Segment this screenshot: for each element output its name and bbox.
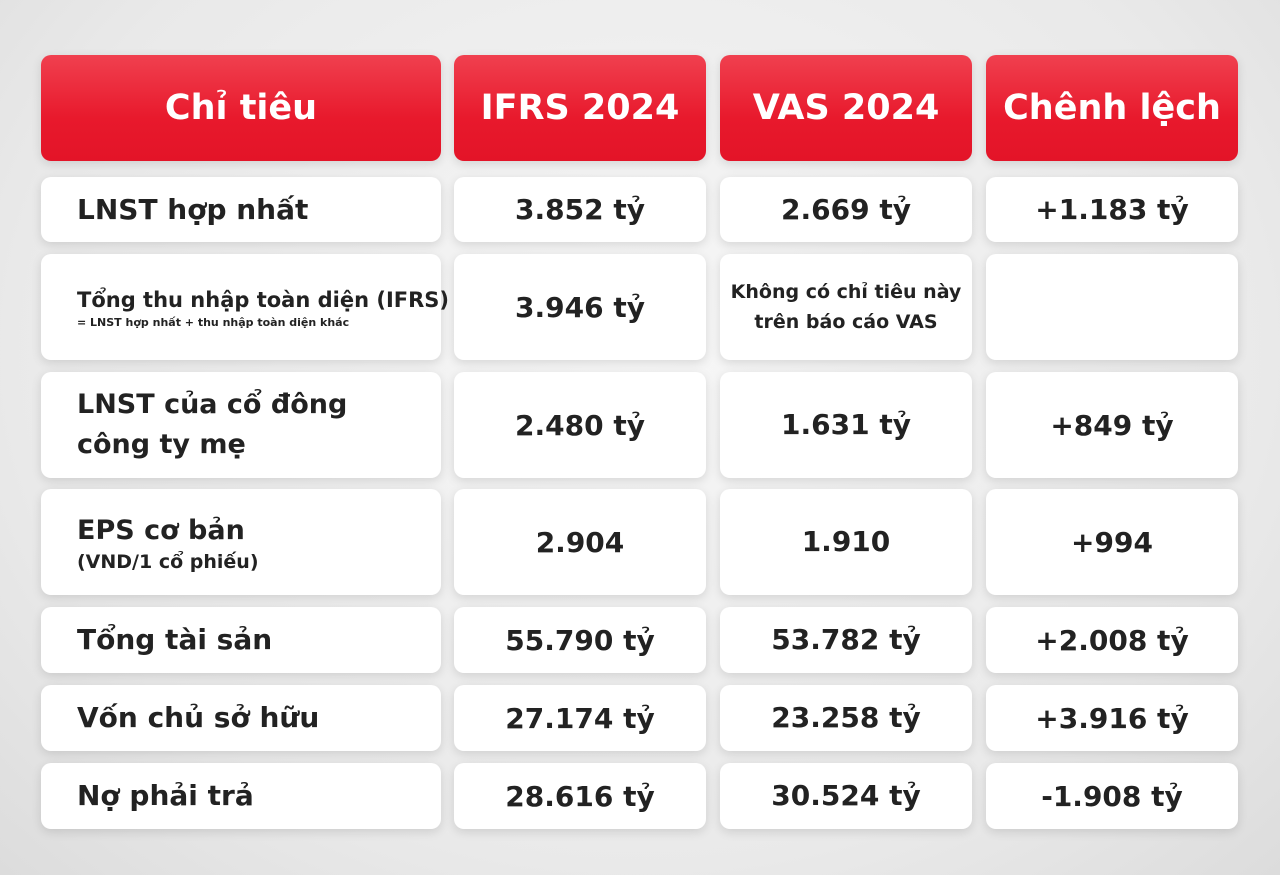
diff-cell: +994 — [986, 489, 1238, 595]
vas-value: trên báo cáo VAS — [754, 311, 938, 333]
row-label: LNST của cổ đông — [77, 388, 348, 420]
vas-value: 2.669 tỷ — [781, 192, 911, 226]
ifrs-cell: 27.174 tỷ — [454, 685, 706, 751]
row-label: Nợ phải trả — [77, 779, 254, 812]
header-cell: Chênh lệch — [986, 55, 1238, 161]
ifrs-value: 28.616 tỷ — [505, 779, 655, 813]
diff-value: +849 tỷ — [1050, 408, 1174, 442]
label-cell: Nợ phải trả — [41, 763, 441, 829]
row-note: (VND/1 cổ phiếu) — [77, 551, 259, 574]
ifrs-value: 3.946 tỷ — [515, 290, 645, 324]
vas-value: 23.258 tỷ — [771, 701, 921, 735]
label-cell: Tổng thu nhập toàn diện (IFRS) = LNST hợp… — [41, 254, 449, 360]
diff-cell: +849 tỷ — [986, 372, 1238, 478]
diff-value: +2.008 tỷ — [1035, 623, 1189, 657]
ifrs-cell: 3.852 tỷ — [454, 177, 706, 242]
ifrs-cell: 55.790 tỷ — [454, 607, 706, 673]
vas-value: 1.910 — [801, 525, 891, 559]
diff-cell: +1.183 tỷ — [986, 177, 1238, 242]
header-cell: Chỉ tiêu — [41, 55, 441, 161]
diff-cell: +2.008 tỷ — [986, 607, 1238, 673]
diff-value: +3.916 tỷ — [1035, 701, 1189, 735]
vas-cell: Không có chỉ tiêu này trên báo cáo VAS — [720, 254, 972, 360]
vas-cell: 23.258 tỷ — [720, 685, 972, 751]
label-cell: Vốn chủ sở hữu — [41, 685, 441, 751]
diff-value: +994 — [1071, 525, 1153, 559]
row-note: = LNST hợp nhất + thu nhập toàn diện khá… — [77, 316, 350, 330]
ifrs-value: 27.174 tỷ — [505, 701, 655, 735]
vas-value: 1.631 tỷ — [781, 408, 911, 442]
ifrs-value: 2.480 tỷ — [515, 408, 645, 442]
row-label: LNST hợp nhất — [77, 192, 309, 226]
ifrs-value: 55.790 tỷ — [505, 623, 655, 657]
ifrs-value: 2.904 — [535, 525, 625, 559]
vas-cell: 30.524 tỷ — [720, 763, 972, 829]
header-text: Chỉ tiêu — [164, 88, 318, 128]
diff-value: -1.908 tỷ — [1041, 779, 1183, 813]
vas-cell: 1.910 — [720, 489, 972, 595]
row-label: EPS cơ bản — [77, 514, 245, 546]
diff-cell — [986, 254, 1238, 360]
ifrs-cell: 2.904 — [454, 489, 706, 595]
label-cell: Tổng tài sản — [41, 607, 441, 673]
diff-cell: +3.916 tỷ — [986, 685, 1238, 751]
header-text: IFRS 2024 — [480, 88, 680, 128]
vas-value: Không có chỉ tiêu này — [730, 280, 962, 303]
ifrs-cell: 28.616 tỷ — [454, 763, 706, 829]
header-cell: VAS 2024 — [720, 55, 972, 161]
row-label: công ty mẹ — [77, 429, 246, 460]
row-label: Vốn chủ sở hữu — [77, 701, 320, 734]
ifrs-cell: 2.480 tỷ — [454, 372, 706, 478]
vas-value: 53.782 tỷ — [771, 623, 921, 657]
vas-cell: 1.631 tỷ — [720, 372, 972, 478]
header-text: VAS 2024 — [752, 88, 940, 128]
header-cell: IFRS 2024 — [454, 55, 706, 161]
label-cell: LNST của cổ đông công ty mẹ — [41, 372, 441, 478]
row-label: Tổng tài sản — [77, 623, 273, 656]
vas-cell: 2.669 tỷ — [720, 177, 972, 242]
row-label: Tổng thu nhập toàn diện (IFRS) — [77, 287, 449, 312]
label-cell: EPS cơ bản (VND/1 cổ phiếu) — [41, 489, 441, 595]
label-cell: LNST hợp nhất — [41, 177, 441, 242]
vas-value: 30.524 tỷ — [771, 779, 921, 813]
diff-value: +1.183 tỷ — [1035, 193, 1189, 226]
header-text: Chênh lệch — [1003, 88, 1221, 128]
ifrs-cell: 3.946 tỷ — [454, 254, 706, 360]
ifrs-value: 3.852 tỷ — [515, 193, 645, 226]
vas-cell: 53.782 tỷ — [720, 607, 972, 673]
diff-cell: -1.908 tỷ — [986, 763, 1238, 829]
